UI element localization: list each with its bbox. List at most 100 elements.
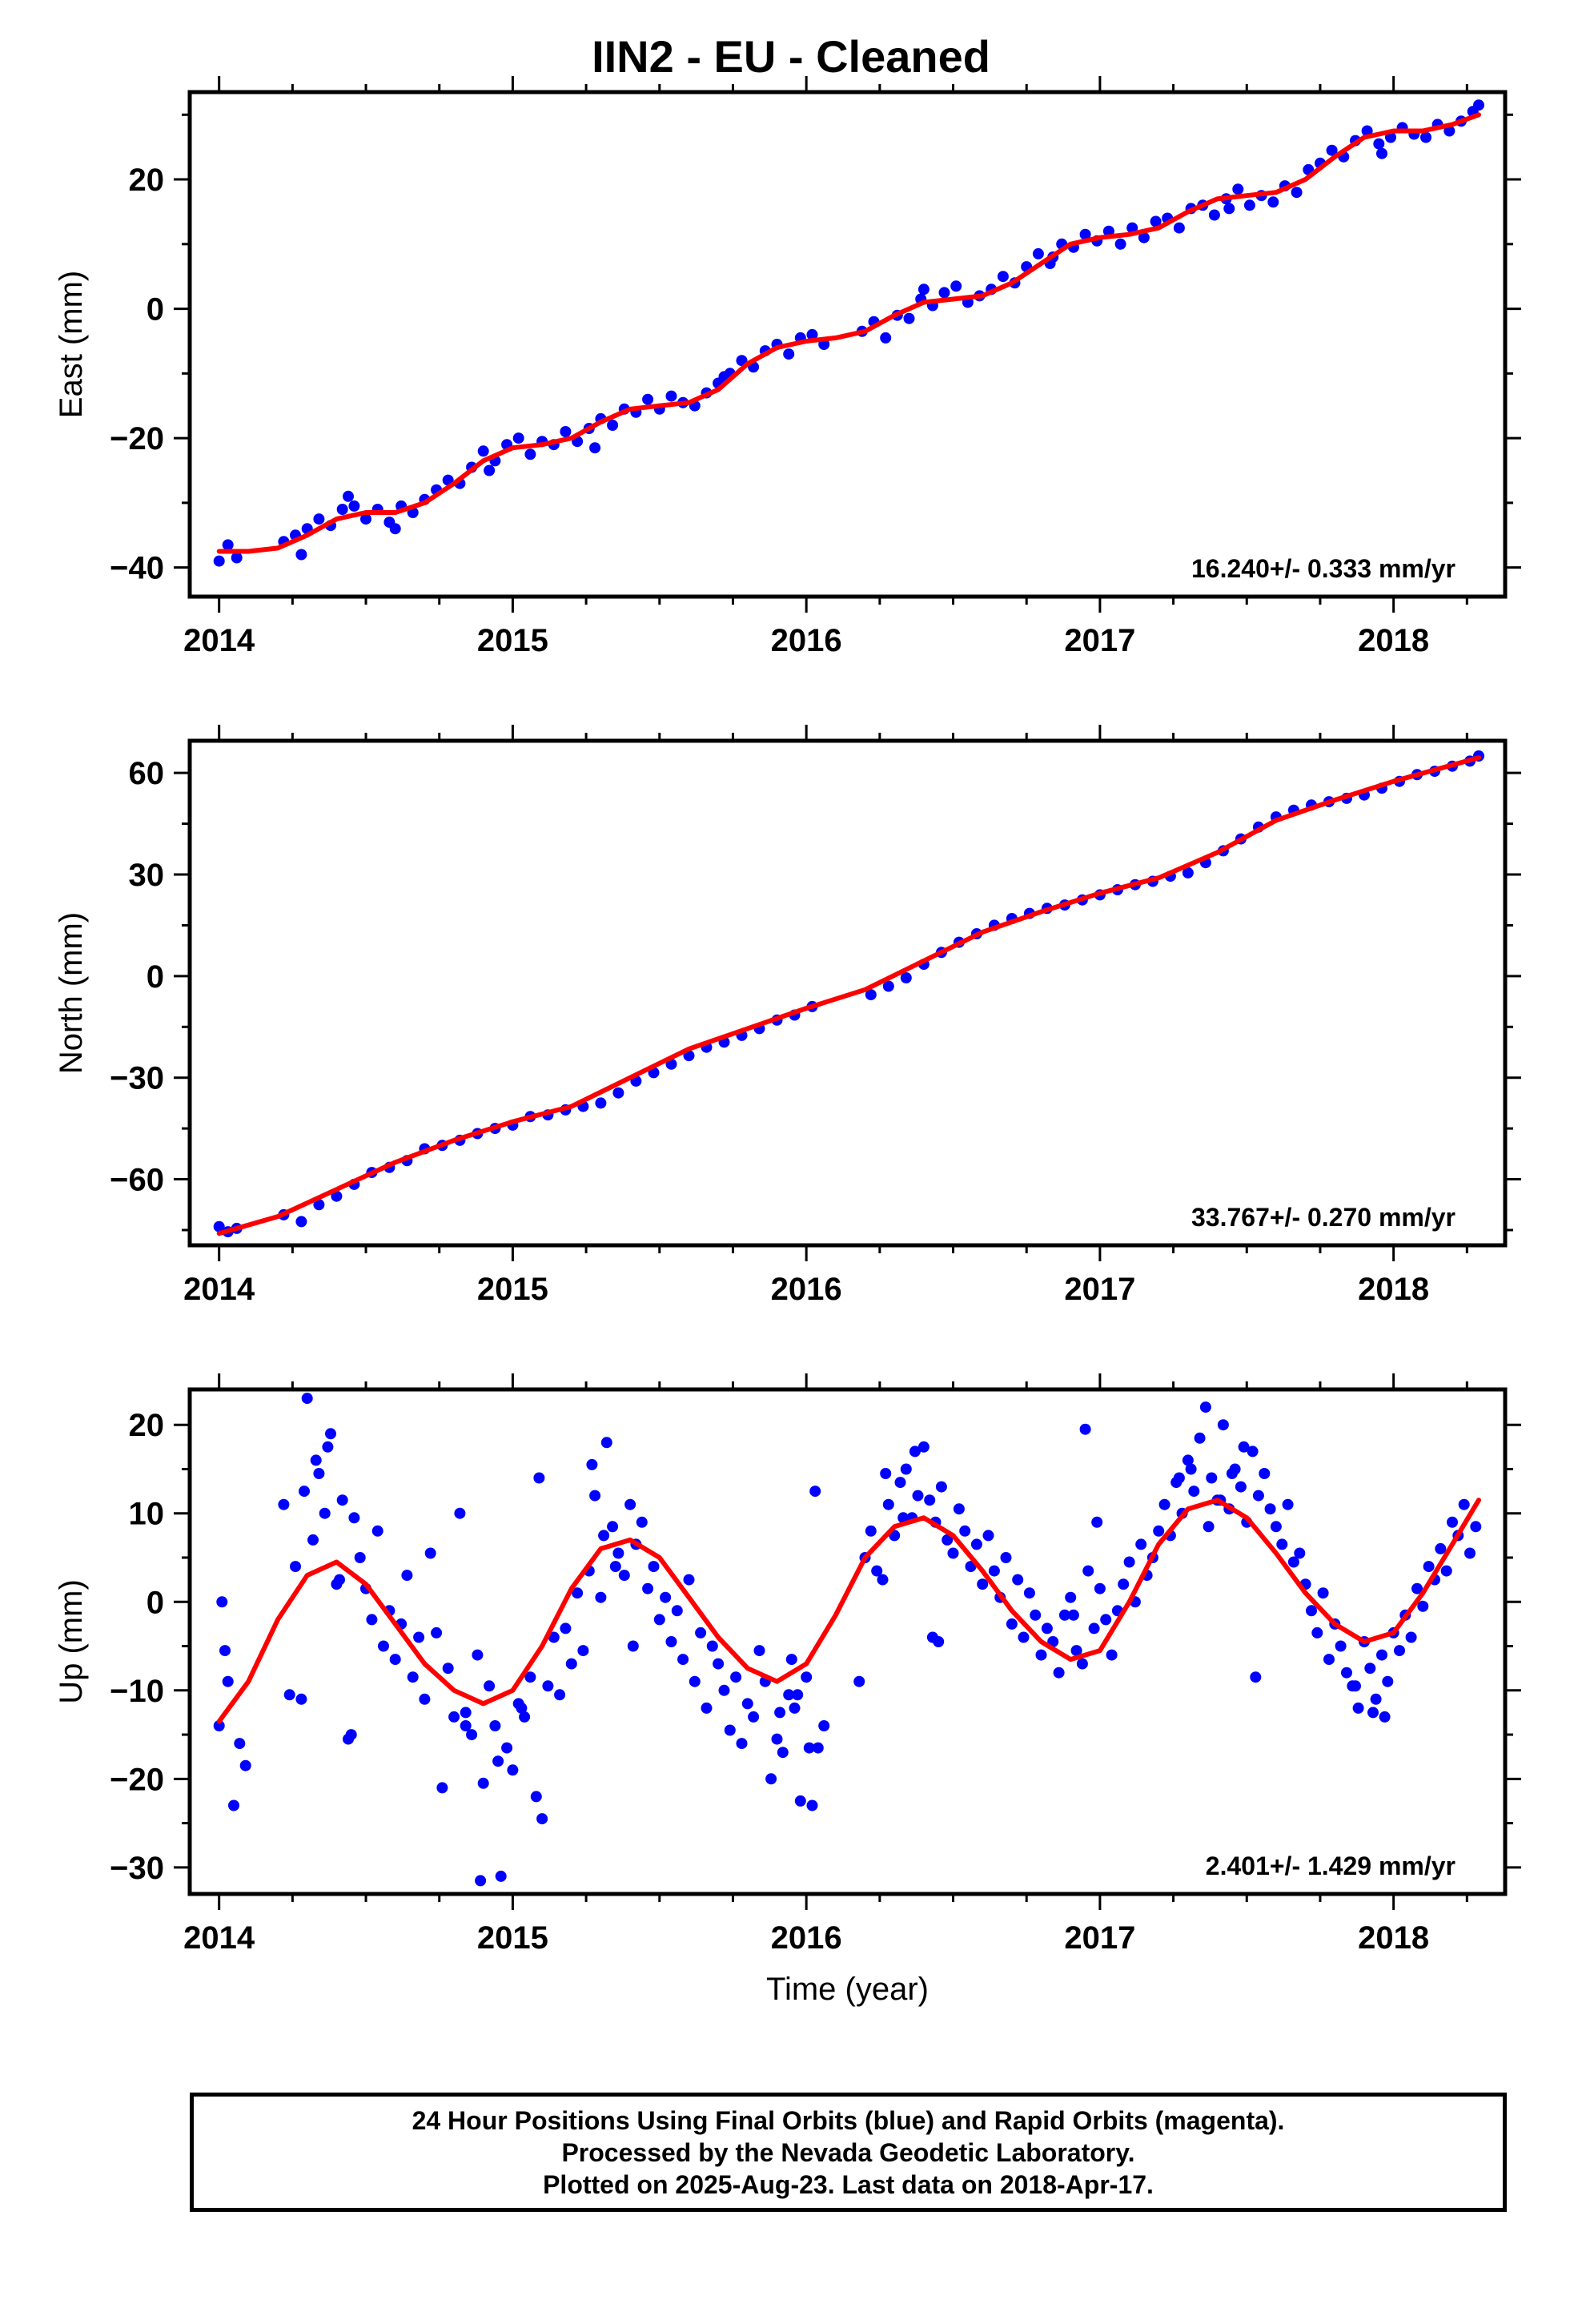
data-point	[624, 1498, 636, 1510]
data-point	[970, 1538, 982, 1550]
data-point	[336, 1494, 348, 1506]
x-tick-label: 2017	[1064, 1920, 1135, 1956]
data-point	[1182, 1454, 1194, 1466]
data-point	[880, 332, 892, 344]
data-point	[1287, 1556, 1299, 1568]
data-point	[554, 1689, 566, 1701]
plot-frame	[187, 1387, 1508, 1896]
x-tick-label: 2016	[771, 1920, 842, 1956]
data-point	[1041, 1622, 1053, 1634]
data-point	[806, 328, 818, 340]
data-point	[484, 464, 496, 476]
y-tick-label: 0	[147, 1585, 164, 1620]
data-point	[472, 1649, 484, 1661]
data-point	[771, 1733, 783, 1745]
data-point	[865, 989, 877, 1001]
y-tick-label: 60	[129, 756, 165, 791]
north-fit-line	[216, 755, 1481, 1236]
data-point	[783, 348, 795, 360]
data-point	[953, 1503, 965, 1515]
data-point	[1259, 1468, 1271, 1479]
y-tick-label: 10	[129, 1497, 165, 1532]
data-point	[295, 1693, 307, 1705]
data-point	[560, 426, 572, 437]
data-point	[310, 1454, 322, 1466]
data-point	[959, 1525, 971, 1537]
data-point	[1150, 215, 1162, 227]
y-axis-label: North (mm)	[54, 912, 89, 1074]
data-point	[360, 513, 371, 525]
data-point	[882, 1498, 894, 1510]
data-point	[706, 1640, 718, 1652]
data-point	[278, 1498, 290, 1510]
data-point	[222, 1675, 234, 1687]
data-point	[607, 420, 619, 431]
data-point	[653, 1614, 665, 1626]
x-tick-label: 2018	[1358, 1272, 1429, 1307]
data-point	[495, 1870, 507, 1882]
data-point	[642, 1582, 654, 1594]
data-point	[1185, 1463, 1197, 1475]
data-point	[1023, 1587, 1035, 1599]
data-point	[345, 1729, 357, 1741]
data-point	[900, 972, 912, 983]
data-point	[1397, 0, 1408, 6]
data-point	[1243, 199, 1255, 211]
data-point	[1473, 99, 1484, 111]
data-point	[1323, 1654, 1335, 1666]
data-point	[501, 1742, 513, 1754]
data-point	[1217, 1419, 1229, 1431]
data-point	[1094, 1582, 1106, 1594]
data-point	[419, 1693, 431, 1705]
data-point	[924, 1494, 936, 1506]
data-point	[741, 1698, 753, 1710]
data-point	[748, 1711, 760, 1723]
data-point	[648, 1561, 660, 1573]
data-point	[1352, 1702, 1364, 1714]
data-point	[935, 1481, 947, 1493]
data-point	[371, 1525, 383, 1537]
data-point	[1291, 187, 1303, 199]
up-panel: 2014 2015 2016 2017 2018 −30 −20 −10 0 10 20 Up (mm…	[54, 0, 1521, 2007]
caption-line: Processed by the Nevada Geodetic Laborat…	[561, 2137, 1135, 2167]
data-point	[1123, 1556, 1135, 1568]
data-point	[947, 1547, 959, 1559]
data-point	[389, 523, 401, 535]
data-point	[701, 1702, 713, 1714]
data-point	[589, 442, 601, 454]
y-tick-label: −10	[110, 1674, 164, 1709]
data-point	[484, 1680, 496, 1692]
data-point	[1267, 196, 1279, 208]
y-tick-label: 20	[129, 163, 165, 198]
east-fit-line	[216, 112, 1481, 554]
data-point	[1035, 1649, 1047, 1661]
data-point	[1194, 1432, 1206, 1444]
data-point	[812, 1742, 824, 1754]
data-point	[595, 1097, 607, 1109]
data-point	[789, 1702, 801, 1714]
data-point	[607, 1521, 619, 1533]
data-point	[988, 1565, 1000, 1577]
data-point	[524, 448, 536, 460]
data-point	[1282, 1498, 1294, 1510]
data-point	[1079, 1423, 1091, 1435]
data-point	[322, 1441, 334, 1453]
data-point	[783, 1689, 795, 1701]
data-point	[1053, 1667, 1065, 1679]
data-point	[1382, 1675, 1394, 1687]
data-point	[1188, 1486, 1200, 1498]
data-point	[336, 504, 348, 515]
data-point	[903, 312, 915, 324]
data-point	[448, 1711, 460, 1723]
data-point	[1235, 1481, 1247, 1493]
data-point	[1058, 1609, 1070, 1621]
data-point	[407, 1671, 419, 1683]
data-point	[1294, 1547, 1306, 1559]
data-point	[1065, 1591, 1077, 1603]
x-tick-label: 2014	[183, 1920, 255, 1956]
y-tick-label: −30	[110, 1851, 164, 1886]
data-point	[1106, 1649, 1118, 1661]
data-point	[442, 1663, 454, 1675]
data-point	[997, 271, 1009, 283]
data-point	[909, 1445, 921, 1458]
